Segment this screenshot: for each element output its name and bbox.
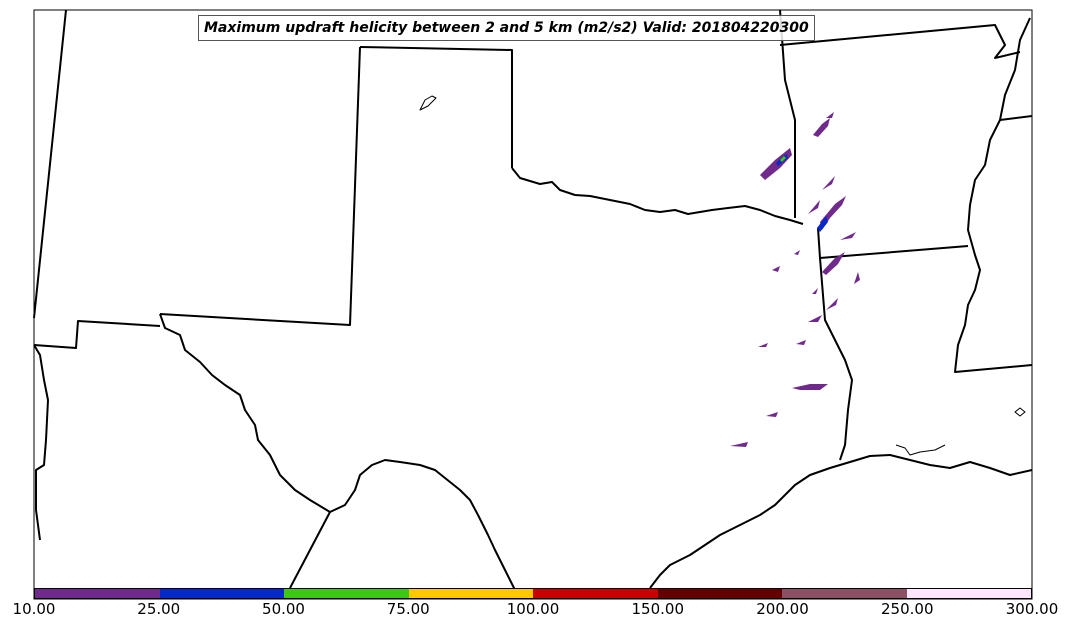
colorbar-segment xyxy=(657,589,782,598)
state-border-nm-south xyxy=(33,320,161,349)
colorbar-segment xyxy=(906,589,1031,598)
louisiana-lakes xyxy=(895,407,1026,456)
colorbar-tick-label: 300.00 xyxy=(1005,600,1059,618)
state-border-nm-tx xyxy=(159,46,361,326)
state-border-mo xyxy=(779,24,1021,59)
mexico-border-west xyxy=(289,511,331,589)
colorbar-segment xyxy=(159,589,284,598)
colorbar-segment xyxy=(782,589,907,598)
colorbar-tick-label: 100.00 xyxy=(506,600,560,618)
rio-grande xyxy=(159,313,516,591)
red-river-border xyxy=(511,167,804,225)
map-frame xyxy=(33,9,1033,600)
nm-border-west xyxy=(33,344,49,541)
colorbar-segment xyxy=(408,589,533,598)
state-border-tn xyxy=(999,115,1033,121)
map-title: Maximum updraft helicity between 2 and 5… xyxy=(198,15,815,41)
colorbar-tick-label: 200.00 xyxy=(756,600,809,618)
state-border-ar-la xyxy=(817,227,969,259)
colorbar-tick-label: 250.00 xyxy=(881,600,934,618)
colorbar-tick-label: 50.00 xyxy=(262,600,305,618)
colorbar-segment xyxy=(284,589,409,598)
colorbar-tick-label: 75.00 xyxy=(386,600,430,618)
colorbar xyxy=(34,588,1032,599)
state-border-ok-north xyxy=(359,46,513,168)
mississippi-river xyxy=(954,17,1033,373)
state-border-west xyxy=(33,9,67,319)
helicity-swaths xyxy=(730,112,860,447)
lake-outline xyxy=(419,95,437,111)
colorbar-segment xyxy=(35,589,160,598)
colorbar-tick-label: 150.00 xyxy=(631,600,685,618)
colorbar-tick-label: 25.00 xyxy=(137,600,181,618)
colorbar-tick-label: 10.00 xyxy=(12,600,56,618)
colorbar-segment xyxy=(533,589,658,598)
gulf-coast xyxy=(649,454,1033,589)
state-border-tx-la xyxy=(819,257,853,461)
state-border-ok-ar xyxy=(779,9,796,218)
